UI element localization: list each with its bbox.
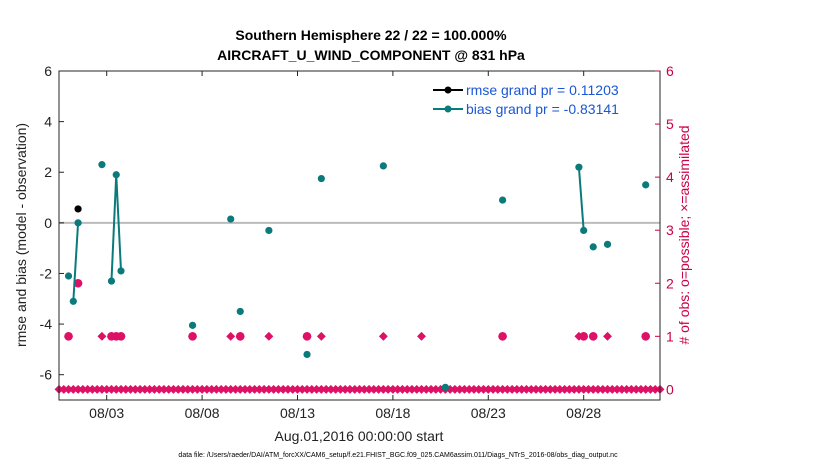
- y-tick-label: 2: [44, 164, 52, 180]
- bias-point: [575, 163, 583, 171]
- x-axis: 08/03 08/08 08/13 08/18 08/23 08/28: [89, 71, 601, 421]
- y2-tick-label: 5: [666, 116, 674, 132]
- legend-bias-marker: [444, 105, 452, 113]
- obs-possible-marker: [188, 332, 197, 341]
- bias-point: [441, 383, 449, 391]
- y-tick-label: -6: [40, 367, 53, 383]
- bias-point: [642, 181, 650, 189]
- obs-possible-marker: [235, 332, 245, 341]
- obs-assimilated-marker: [316, 331, 326, 341]
- rmse-point: [74, 205, 82, 213]
- obs-possible-marker: [579, 332, 588, 341]
- bias-point: [498, 196, 507, 204]
- obs-assimilated-marker: [416, 331, 427, 341]
- obs-assimilated-marker: [378, 331, 388, 341]
- obs-assimilated-marker: [264, 331, 274, 341]
- bias-point: [265, 226, 273, 235]
- y-tick-label: 4: [44, 114, 52, 130]
- x-tick-label: 08/28: [566, 405, 601, 421]
- plot-area: [59, 71, 660, 400]
- chart-title-line2: AIRCRAFT_U_WIND_COMPONENT @ 831 hPa: [217, 47, 525, 63]
- obs-possible-marker: [111, 332, 121, 341]
- x-tick-label: 08/23: [471, 405, 506, 421]
- y2-tick-label: 2: [666, 275, 674, 291]
- obs-assimilated-marker: [602, 331, 613, 341]
- plot-frame: [58, 70, 661, 401]
- y-axis-left: -6 -4 -2 0 2 4 6: [40, 63, 64, 383]
- bias-point: [64, 272, 73, 280]
- x-axis-label: Aug.01,2016 00:00:00 start: [275, 428, 444, 444]
- y2-tick-label: 4: [666, 169, 674, 185]
- x-tick-label: 08/03: [89, 405, 124, 421]
- y-tick-label: 6: [44, 63, 52, 79]
- bias-point: [107, 277, 116, 285]
- legend: rmse grand pr = 0.11203 bias grand pr = …: [433, 82, 619, 117]
- legend-rmse-label: rmse grand pr = 0.11203: [466, 82, 619, 98]
- obs-possible-marker: [302, 332, 312, 341]
- bias-series-line: [72, 222, 80, 302]
- bias-point: [112, 171, 120, 179]
- bias-point: [589, 243, 597, 251]
- obs-assimilated-marker: [226, 331, 236, 341]
- y2-tick-label: 0: [666, 381, 674, 397]
- y2-tick-label: 3: [666, 222, 674, 238]
- x-tick-label: 08/08: [185, 405, 220, 421]
- legend-bias-label: bias grand pr = -0.83141: [466, 101, 619, 117]
- bias-point: [580, 226, 588, 235]
- bias-point: [74, 219, 82, 227]
- bias-point: [236, 307, 244, 316]
- y-tick-label: -4: [40, 316, 53, 332]
- legend-rmse-marker: [444, 86, 452, 94]
- chart-title-line1: Southern Hemisphere 22 / 22 = 100.000%: [235, 27, 507, 43]
- y2-tick-label: 1: [666, 328, 674, 344]
- bias-point: [317, 174, 325, 183]
- obs-count-markers: [54, 278, 665, 394]
- x-tick-label: 08/13: [280, 405, 315, 421]
- bias-point: [379, 162, 387, 170]
- bias-point: [98, 161, 106, 169]
- bias-point: [117, 267, 125, 275]
- bias-point: [188, 321, 197, 329]
- bias-point: [303, 350, 311, 359]
- obs-assimilated-marker: [97, 331, 107, 341]
- bias-point: [227, 215, 235, 223]
- bias-point: [69, 297, 77, 305]
- bias-point: [603, 240, 612, 248]
- obs-possible-marker: [641, 332, 650, 341]
- y2-tick-label: 6: [666, 63, 674, 79]
- obs-possible-marker: [588, 332, 598, 341]
- y-axis-label: rmse and bias (model - observation): [13, 123, 29, 347]
- obs-possible-marker: [498, 332, 507, 341]
- obs-possible-marker: [116, 332, 126, 341]
- x-tick-label: 08/18: [375, 405, 410, 421]
- y-tick-label: -2: [40, 265, 53, 281]
- obs-possible-marker: [107, 332, 116, 341]
- obs-possible-marker: [64, 332, 73, 341]
- y-axis-right: 0 1 2 3 4 5 6: [655, 63, 674, 397]
- bias-series-line: [577, 167, 585, 231]
- y-tick-label: 0: [44, 215, 52, 231]
- data-file-footer: data file: /Users/raeder/DAI/ATM_forcXX/…: [178, 452, 618, 459]
- series-layer: [64, 161, 650, 391]
- y2-axis-label: # of obs: o=possible; ×=assimilated: [676, 125, 692, 344]
